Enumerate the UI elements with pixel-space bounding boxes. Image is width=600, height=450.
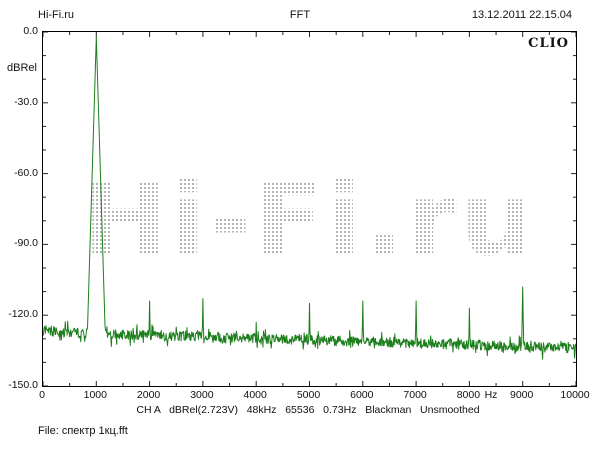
- x-tick-label: 3000: [190, 389, 214, 401]
- view-title: FFT: [289, 9, 311, 21]
- site-label: Hi-Fi.ru: [38, 9, 75, 21]
- x-tick-label: 2000: [136, 389, 161, 401]
- spectrum-polyline: [43, 36, 576, 360]
- y-tick-label: -90.0: [14, 237, 38, 250]
- x-tick-label: 7000: [403, 389, 427, 401]
- spectrum-trace: [43, 32, 576, 386]
- x-tick-label: 1000: [83, 389, 107, 401]
- watermark-text: Hi-Fi.ru: [43, 170, 576, 270]
- clio-logo: CLIO: [528, 36, 569, 51]
- x-tick-label: 5000: [296, 389, 321, 401]
- x-tick-label: 6000: [350, 389, 374, 401]
- file-name-label: File: спектр 1кц.fft: [38, 425, 128, 437]
- status-line: CH A dBRel(2.723V) 48kHz 65536 0.73Hz Bl…: [136, 404, 480, 416]
- y-tick-label: -30.0: [14, 95, 38, 108]
- y-tick-label: 0.0: [23, 25, 38, 37]
- x-tick-label: 4000: [243, 389, 267, 401]
- x-tick-label: 0: [39, 389, 45, 401]
- y-tick-label: -60.0: [14, 166, 38, 179]
- x-tick-label: 10000: [560, 389, 590, 401]
- timestamp: 13.12.2011 22.15.04: [471, 9, 572, 21]
- x-tick-label: 8000: [456, 389, 481, 401]
- x-tick-label: 9000: [510, 389, 534, 401]
- y-tick-label: -120.0: [8, 308, 38, 321]
- y-tick-label: -150.0: [8, 379, 38, 391]
- fft-plot-area: Hi-Fi.ru CLIO: [42, 31, 577, 387]
- x-axis-unit-label: Hz: [484, 389, 498, 401]
- y-axis-unit-label: dBRel: [7, 62, 37, 74]
